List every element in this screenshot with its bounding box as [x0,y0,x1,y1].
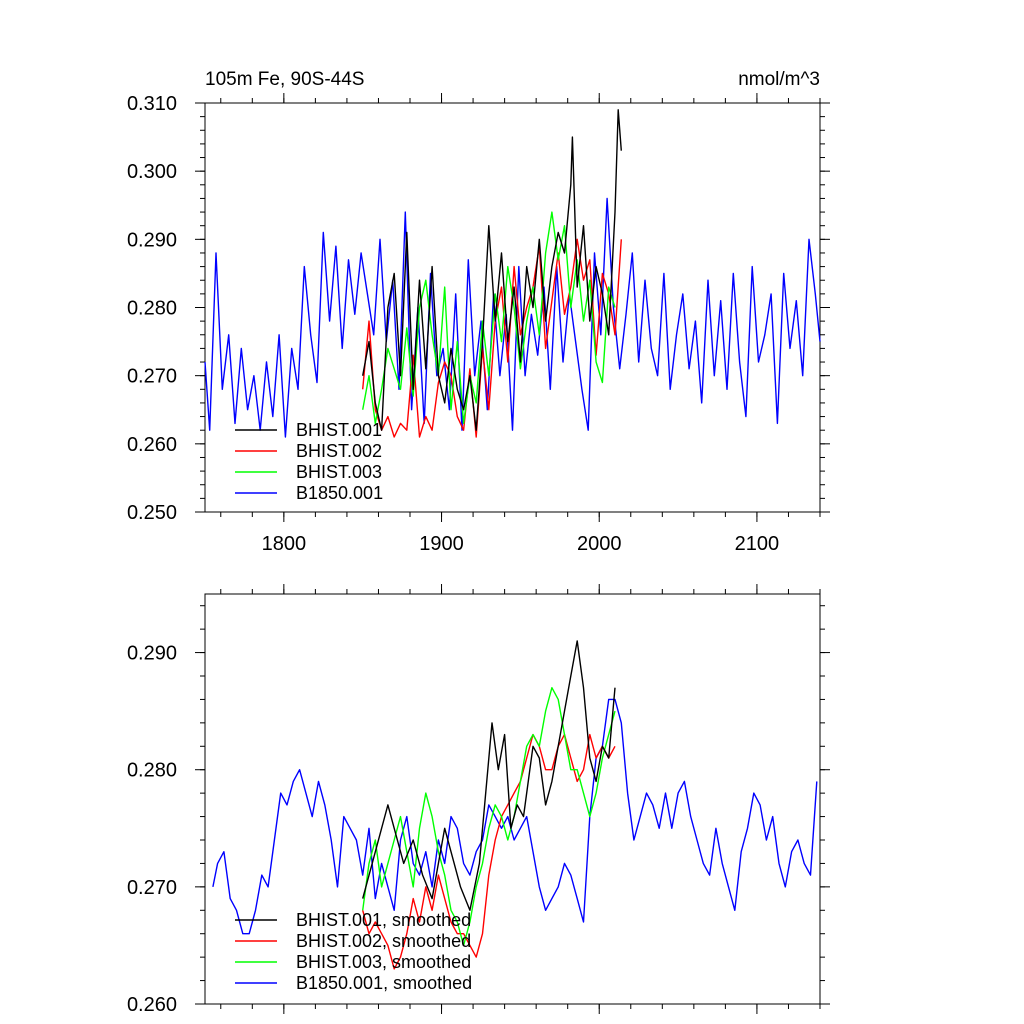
top-series-line-2 [362,238,622,438]
bottom-y-tick-label: 0.280 [127,760,177,782]
top-y-tick-label: 0.310 [127,93,177,115]
top-x-tick-label: 1900 [419,533,464,555]
top-chart-title: 105m Fe, 90S-44S [205,69,364,90]
top-legend-label: BHIST.002 [296,441,382,461]
bottom-axis-ticks: 0.260 0.270 0.280 0.290 [127,584,830,1016]
top-y-tick-label: 0.260 [127,434,177,456]
bottom-plot-frame [204,593,821,1005]
bottom-legend-label: BHIST.003, smoothed [296,952,471,972]
top-series-line-1 [362,109,622,431]
bottom-legend-label: B1850.001, smoothed [296,973,472,993]
top-y-tick-label: 0.300 [127,161,177,183]
top-series-line-3 [362,211,616,425]
bottom-chart-panel: 0.260 0.270 0.280 0.290 BHIST.001, smoothed… [127,584,830,1016]
top-y-tick-label: 0.270 [127,366,177,388]
bottom-legend-label: BHIST.002, smoothed [296,931,471,951]
bottom-series-line-1 [362,640,616,911]
top-x-tick-label: 1800 [262,533,307,555]
top-legend-label: B1850.001 [296,483,383,503]
bottom-y-tick-label: 0.270 [127,877,177,899]
bottom-series-group [212,640,818,970]
bottom-series-line-4 [212,698,818,935]
top-axis-ticks: 0.250 0.260 0.270 0.280 0.290 0.300 0.310 1800 1… [127,93,830,555]
top-chart-units: nmol/m^3 [738,69,820,90]
top-y-tick-label: 0.290 [127,229,177,251]
bottom-y-tick-label: 0.290 [127,643,177,665]
top-series-group [204,109,821,438]
top-legend-label: BHIST.003 [296,462,382,482]
bottom-legend-label: BHIST.001, smoothed [296,910,471,930]
top-chart-panel: 105m Fe, 90S-44S nmol/m^3 0.250 0.260 0.27… [127,69,830,555]
top-y-tick-label: 0.280 [127,298,177,320]
top-series-line-4 [204,197,821,438]
top-legend-label: BHIST.001 [296,420,382,440]
top-x-tick-label: 2100 [735,533,780,555]
bottom-series-line-2 [362,733,616,970]
top-y-tick-label: 0.250 [127,502,177,524]
bottom-series-line-3 [362,687,616,947]
top-x-tick-label: 2000 [577,533,622,555]
bottom-y-tick-label: 0.260 [127,994,177,1016]
